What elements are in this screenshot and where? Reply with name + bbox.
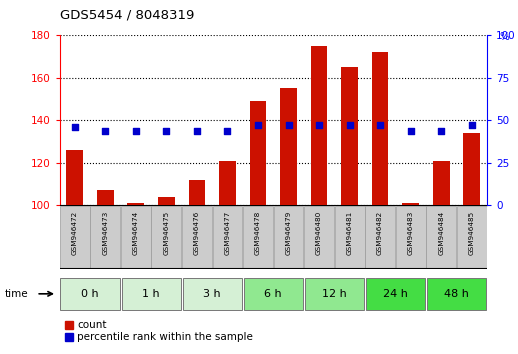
Text: 6 h: 6 h <box>264 289 282 299</box>
Bar <box>127 203 145 205</box>
Bar <box>457 206 486 268</box>
Bar <box>151 206 181 268</box>
Point <box>376 122 384 128</box>
Text: GSM946482: GSM946482 <box>377 210 383 255</box>
Point <box>193 128 201 133</box>
Legend: count, percentile rank within the sample: count, percentile rank within the sample <box>65 320 253 342</box>
Bar <box>250 101 266 205</box>
Point <box>346 122 354 128</box>
Bar <box>189 180 205 205</box>
Text: GSM946477: GSM946477 <box>224 210 231 255</box>
Bar <box>66 150 83 205</box>
Point <box>132 128 140 133</box>
Bar <box>122 278 181 310</box>
Bar <box>402 203 419 205</box>
Text: GSM946484: GSM946484 <box>438 210 444 255</box>
Text: GSM946481: GSM946481 <box>347 210 353 255</box>
Text: 48 h: 48 h <box>444 289 469 299</box>
Bar <box>91 206 120 268</box>
Text: 0 h: 0 h <box>81 289 99 299</box>
Bar <box>60 206 90 268</box>
Bar <box>426 206 456 268</box>
Text: 3 h: 3 h <box>204 289 221 299</box>
Bar <box>311 46 327 205</box>
Point <box>468 122 476 128</box>
Bar <box>212 206 242 268</box>
Text: GSM946473: GSM946473 <box>103 210 108 255</box>
Bar <box>305 278 364 310</box>
Bar <box>243 278 303 310</box>
Point <box>223 128 232 133</box>
Text: 1 h: 1 h <box>142 289 160 299</box>
Text: GSM946476: GSM946476 <box>194 210 200 255</box>
Text: GSM946483: GSM946483 <box>408 210 413 255</box>
Bar <box>433 161 450 205</box>
Bar <box>243 206 273 268</box>
Point <box>70 124 79 130</box>
Bar <box>396 206 426 268</box>
Bar <box>219 161 236 205</box>
Text: GSM946479: GSM946479 <box>285 210 292 255</box>
Bar <box>61 278 120 310</box>
Bar <box>97 190 114 205</box>
Text: GSM946475: GSM946475 <box>163 210 169 255</box>
Point <box>254 122 262 128</box>
Point <box>162 128 170 133</box>
Point <box>407 128 415 133</box>
Bar <box>335 206 365 268</box>
Text: GSM946472: GSM946472 <box>72 210 78 255</box>
Y-axis label: %: % <box>499 32 509 42</box>
Bar <box>274 206 304 268</box>
Text: GSM946478: GSM946478 <box>255 210 261 255</box>
Text: 12 h: 12 h <box>322 289 347 299</box>
Bar <box>365 206 395 268</box>
Text: GSM946480: GSM946480 <box>316 210 322 255</box>
Point <box>284 122 293 128</box>
Text: GDS5454 / 8048319: GDS5454 / 8048319 <box>60 8 194 21</box>
Bar <box>182 278 242 310</box>
Bar <box>463 133 480 205</box>
Bar <box>121 206 151 268</box>
Point <box>437 128 445 133</box>
Bar <box>182 206 212 268</box>
Text: time: time <box>5 289 29 299</box>
Bar <box>427 278 486 310</box>
Bar <box>372 52 388 205</box>
Text: GSM946474: GSM946474 <box>133 210 139 255</box>
Bar <box>304 206 334 268</box>
Text: GSM946485: GSM946485 <box>469 210 474 255</box>
Text: 24 h: 24 h <box>383 289 408 299</box>
Bar <box>158 197 175 205</box>
Point <box>315 122 323 128</box>
Bar <box>341 67 358 205</box>
Bar <box>366 278 425 310</box>
Bar <box>280 88 297 205</box>
Point <box>101 128 109 133</box>
